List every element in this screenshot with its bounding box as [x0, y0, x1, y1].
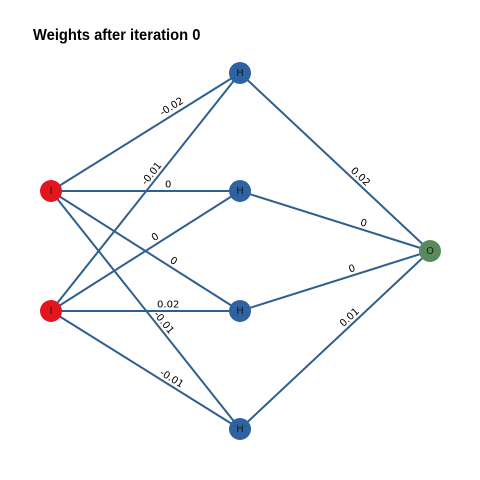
output-node-circle: [419, 240, 441, 262]
hidden-node-circle: [229, 418, 251, 440]
weight-label-i2-h3: 0.02: [157, 300, 179, 311]
hidden-node-h3: H: [229, 300, 251, 322]
weight-label-i1-h3: 0: [168, 255, 179, 268]
input-node-label: I: [50, 186, 53, 197]
hidden-node-h4: H: [229, 418, 251, 440]
edge-i2-h1: [50, 72, 241, 312]
diagram-title: Weights after iteration 0: [33, 27, 201, 44]
edge-i2-h4: [50, 310, 241, 430]
input-node-i2: I: [40, 300, 62, 322]
edge-i1-h1: [50, 72, 241, 192]
weight-label-i1-h2: 0: [165, 180, 171, 191]
hidden-node-label: H: [236, 68, 244, 79]
input-node-label: I: [50, 306, 53, 317]
output-node-label: O: [426, 246, 434, 257]
hidden-node-label: H: [236, 424, 244, 435]
hidden-node-h2: H: [229, 180, 251, 202]
edge-h3-o1: [239, 250, 431, 312]
input-node-circle: [40, 300, 62, 322]
edge-i2-h2: [50, 190, 241, 312]
weight-label-i2-h2: 0: [150, 231, 161, 244]
output-node-o1: O: [419, 240, 441, 262]
nodes-layer: I I H H H H O: [40, 62, 441, 440]
edge-h1-o1: [239, 72, 431, 252]
input-node-i1: I: [40, 180, 62, 202]
weight-label-h2-o1: 0: [359, 217, 368, 229]
input-node-circle: [40, 180, 62, 202]
edge-h2-o1: [239, 190, 431, 252]
edge-h4-o1: [239, 250, 431, 430]
hidden-node-label: H: [236, 306, 244, 317]
hidden-node-label: H: [236, 186, 244, 197]
hidden-node-circle: [229, 180, 251, 202]
hidden-node-circle: [229, 300, 251, 322]
weight-label-h3-o1: 0: [347, 263, 356, 275]
edges-layer: [50, 72, 431, 430]
hidden-node-h1: H: [229, 62, 251, 84]
hidden-node-circle: [229, 62, 251, 84]
